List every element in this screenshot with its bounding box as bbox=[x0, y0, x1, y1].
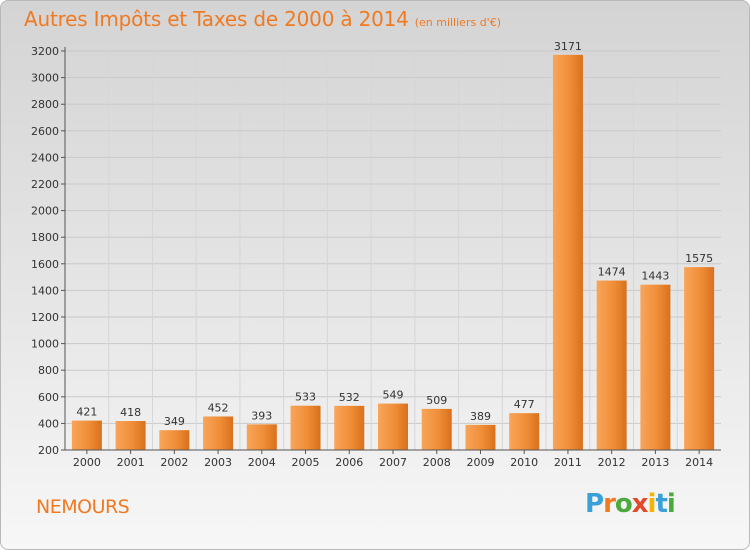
bar-2004 bbox=[246, 424, 277, 450]
x-tick-label: 2009 bbox=[466, 456, 494, 469]
bar-2009 bbox=[465, 424, 496, 450]
y-tick-label: 200 bbox=[38, 444, 59, 457]
y-tick-label: 3200 bbox=[31, 45, 59, 58]
bar-2000 bbox=[71, 420, 102, 450]
y-tick-label: 2600 bbox=[31, 125, 59, 138]
bar-2013 bbox=[640, 284, 671, 450]
commune-name: NEMOURS bbox=[36, 496, 130, 518]
y-tick-label: 1400 bbox=[31, 284, 59, 297]
value-label: 509 bbox=[426, 394, 447, 407]
bar-2001 bbox=[115, 421, 146, 450]
chart-title-group: Autres Impôts et Taxes de 2000 à 2014 (en… bbox=[24, 7, 501, 31]
bar-2008 bbox=[421, 408, 452, 450]
y-tick-label: 1200 bbox=[31, 311, 59, 324]
x-tick-label: 2006 bbox=[335, 456, 363, 469]
x-tick-label: 2000 bbox=[73, 456, 101, 469]
x-tick-label: 2010 bbox=[510, 456, 538, 469]
x-tick-label: 2012 bbox=[598, 456, 626, 469]
y-tick-label: 2200 bbox=[31, 178, 59, 191]
x-tick-label: 2002 bbox=[160, 456, 188, 469]
x-tick-label: 2003 bbox=[204, 456, 232, 469]
y-tick-label: 2400 bbox=[31, 151, 59, 164]
value-label: 389 bbox=[470, 410, 491, 423]
value-label: 477 bbox=[514, 398, 535, 411]
bar-2005 bbox=[290, 405, 321, 450]
y-tick-label: 1000 bbox=[31, 338, 59, 351]
value-label: 1474 bbox=[598, 266, 626, 279]
bar-2003 bbox=[203, 416, 234, 450]
value-label: 549 bbox=[383, 389, 404, 402]
value-label: 418 bbox=[120, 406, 141, 419]
value-label: 532 bbox=[339, 391, 360, 404]
value-label: 421 bbox=[76, 406, 97, 419]
bar-2007 bbox=[378, 403, 408, 450]
value-label: 533 bbox=[295, 391, 316, 404]
value-label: 3171 bbox=[554, 40, 582, 53]
x-tick-label: 2008 bbox=[423, 456, 451, 469]
bar-2002 bbox=[159, 430, 190, 450]
x-tick-label: 2001 bbox=[117, 456, 145, 469]
value-label: 1575 bbox=[685, 252, 713, 265]
proxiti-logo: Proxiti bbox=[585, 489, 676, 519]
value-label: 452 bbox=[208, 401, 229, 414]
x-tick-label: 2007 bbox=[379, 456, 407, 469]
value-label: 393 bbox=[251, 409, 272, 422]
value-label: 1443 bbox=[641, 270, 669, 283]
bar-2011 bbox=[552, 54, 583, 451]
y-tick-label: 1800 bbox=[31, 231, 59, 244]
chart-title: Autres Impôts et Taxes de 2000 à 2014 bbox=[24, 7, 409, 31]
y-tick-label: 3000 bbox=[31, 72, 59, 85]
y-tick-label: 2800 bbox=[31, 98, 59, 111]
y-tick-label: 800 bbox=[38, 364, 59, 377]
bar-2006 bbox=[334, 405, 365, 450]
value-label: 349 bbox=[164, 415, 185, 428]
x-tick-label: 2011 bbox=[554, 456, 582, 469]
x-tick-label: 2005 bbox=[292, 456, 320, 469]
y-tick-label: 600 bbox=[38, 391, 59, 404]
x-tick-label: 2013 bbox=[641, 456, 669, 469]
y-tick-label: 400 bbox=[38, 417, 59, 430]
x-tick-label: 2004 bbox=[248, 456, 276, 469]
y-tick-label: 2000 bbox=[31, 205, 59, 218]
y-tick-label: 1600 bbox=[31, 258, 59, 271]
bar-2012 bbox=[596, 280, 627, 450]
x-tick-label: 2014 bbox=[685, 456, 713, 469]
chart-subtitle: (en milliers d'€) bbox=[414, 16, 501, 29]
bar-2014 bbox=[684, 267, 715, 450]
bar-2010 bbox=[509, 413, 540, 450]
